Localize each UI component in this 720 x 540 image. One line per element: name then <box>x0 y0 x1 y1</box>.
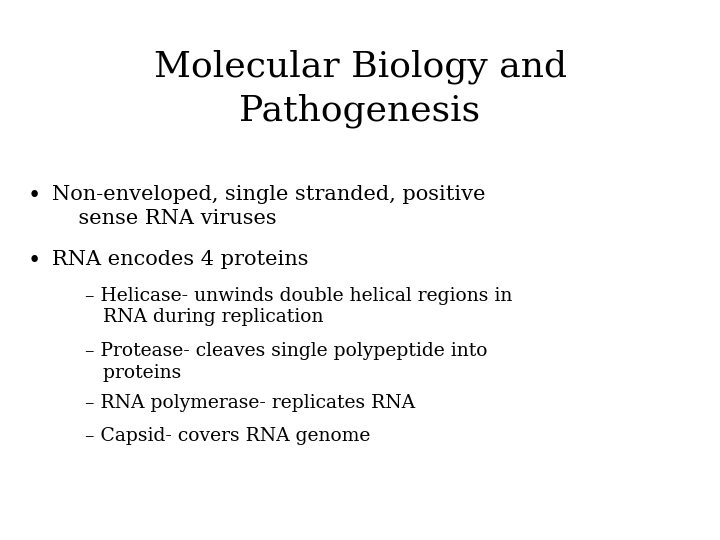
Text: •: • <box>28 185 41 207</box>
Text: Non-enveloped, single stranded, positive
    sense RNA viruses: Non-enveloped, single stranded, positive… <box>52 185 485 227</box>
Text: RNA encodes 4 proteins: RNA encodes 4 proteins <box>52 250 308 269</box>
Text: •: • <box>28 250 41 272</box>
Text: – Helicase- unwinds double helical regions in
   RNA during replication: – Helicase- unwinds double helical regio… <box>85 287 513 327</box>
Text: – RNA polymerase- replicates RNA: – RNA polymerase- replicates RNA <box>85 394 415 412</box>
Text: – Protease- cleaves single polypeptide into
   proteins: – Protease- cleaves single polypeptide i… <box>85 342 487 381</box>
Text: Molecular Biology and
Pathogenesis: Molecular Biology and Pathogenesis <box>153 50 567 129</box>
Text: – Capsid- covers RNA genome: – Capsid- covers RNA genome <box>85 427 370 445</box>
